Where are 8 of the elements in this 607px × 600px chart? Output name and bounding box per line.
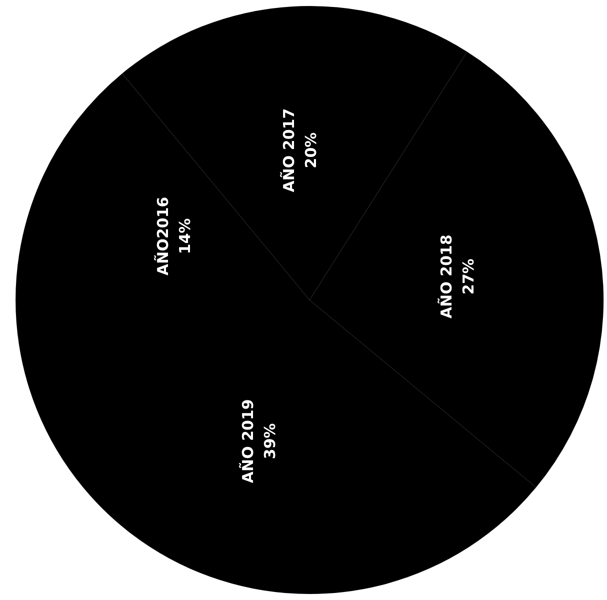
slice-label: AÑO 2017 xyxy=(280,108,298,192)
data-label: 20% xyxy=(302,132,320,168)
slice-label: AÑO 2018 xyxy=(438,234,456,318)
slice-label: AÑO 2019 xyxy=(238,399,257,484)
data-label: 14% xyxy=(176,218,194,254)
data-label: 27% xyxy=(460,258,478,294)
data-label: 39% xyxy=(260,423,279,460)
slice-label: AÑO2016 xyxy=(154,196,172,276)
